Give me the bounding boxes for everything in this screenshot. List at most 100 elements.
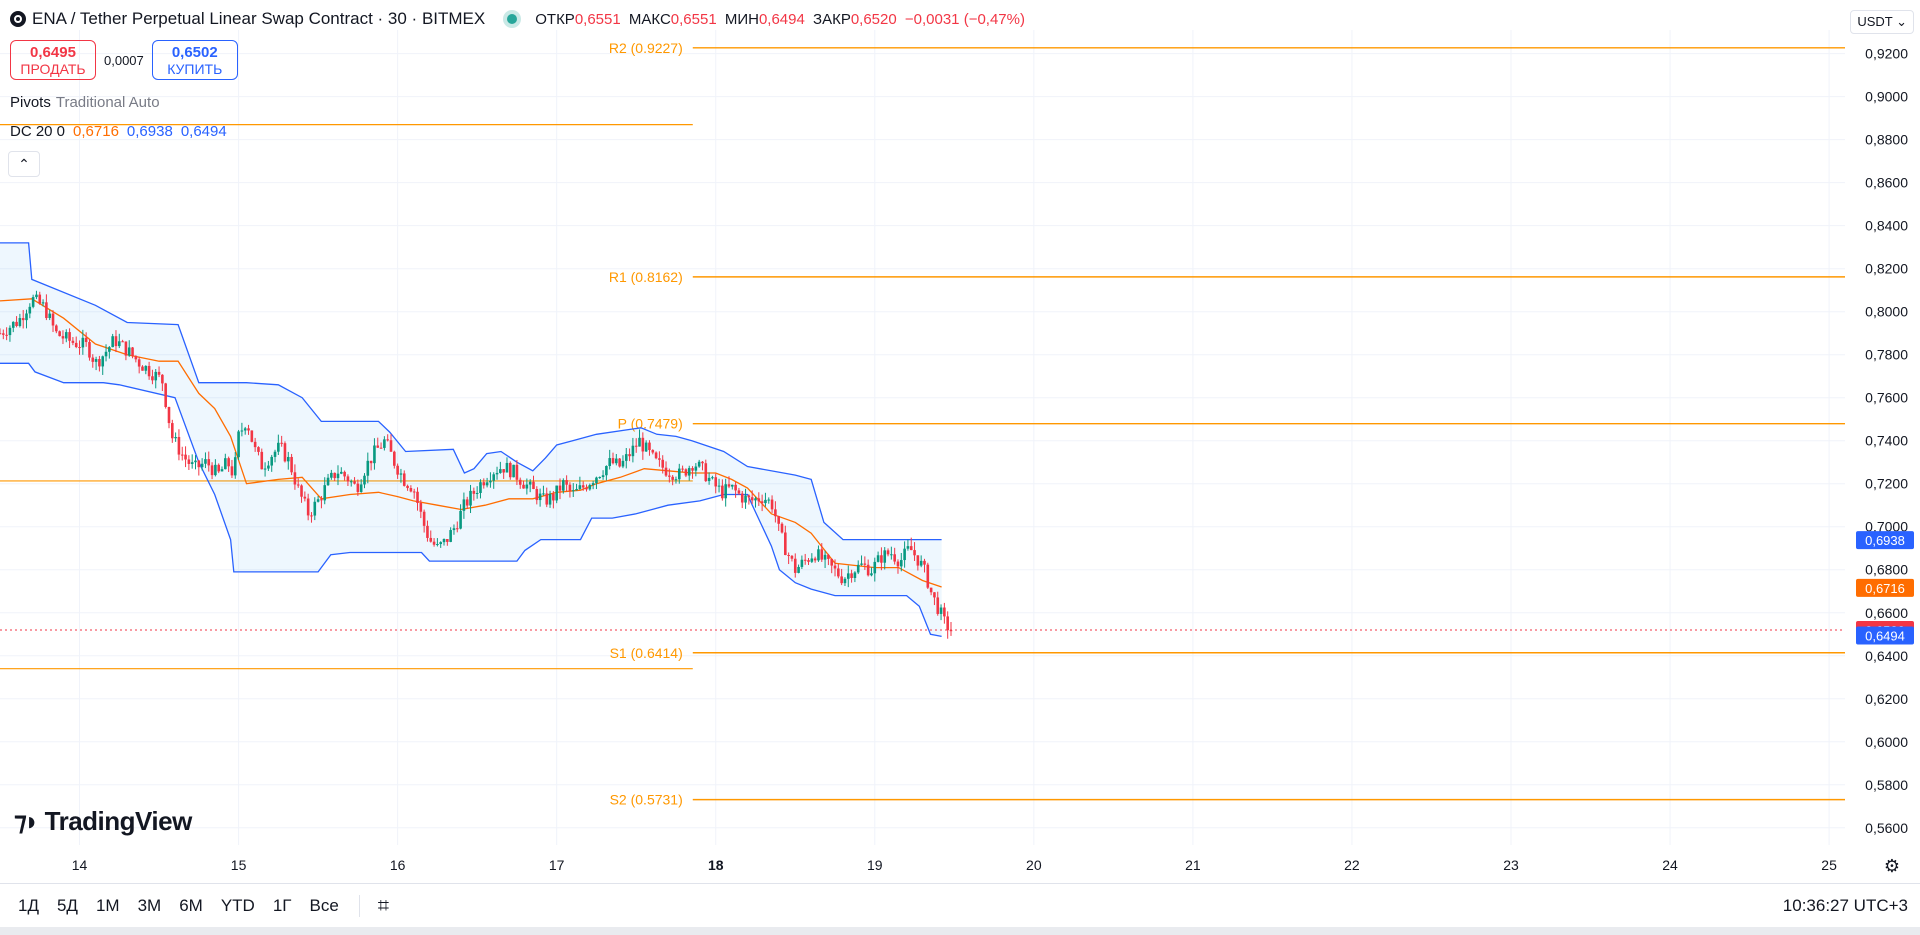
- pivots-legend[interactable]: Pivots Traditional Auto: [10, 94, 160, 111]
- candle-body: [810, 558, 814, 562]
- candle-body: [233, 457, 237, 476]
- candle-body: [943, 607, 946, 617]
- candle-body: [174, 436, 177, 439]
- candle-body: [800, 559, 804, 567]
- period-1y[interactable]: 1Г: [272, 896, 292, 915]
- clock[interactable]: 10:36:27 UTC+3: [1782, 896, 1908, 915]
- candle-body: [167, 406, 171, 424]
- candle-body: [257, 447, 260, 452]
- chart-settings-icon[interactable]: ⚙: [1883, 856, 1900, 876]
- buy-button[interactable]: 0,6502 КУПИТЬ: [151, 40, 238, 80]
- time-tick-label: 19: [867, 857, 883, 873]
- candle-body: [409, 488, 413, 492]
- candle-body: [187, 459, 191, 464]
- candle-body: [260, 451, 264, 470]
- candle-body: [687, 468, 691, 476]
- candle-body: [469, 490, 472, 506]
- candle-body: [399, 473, 403, 475]
- period-1m[interactable]: 1М: [95, 896, 120, 915]
- candle-body: [899, 560, 903, 567]
- candle-body: [472, 490, 476, 494]
- candle-body: [933, 592, 936, 598]
- candle-body: [134, 355, 138, 360]
- candle-body: [870, 573, 873, 576]
- market-status-icon[interactable]: [507, 14, 518, 24]
- candle-body: [369, 460, 373, 464]
- candle-body: [707, 477, 711, 482]
- candle-body: [820, 549, 824, 560]
- sell-button[interactable]: 0,6495 ПРОДАТЬ: [10, 40, 96, 80]
- candle-body: [578, 485, 582, 489]
- price-axis-bg: [1845, 0, 1920, 883]
- candle-body: [797, 566, 800, 573]
- candle-body: [601, 475, 605, 478]
- pivots-name: Pivots: [10, 94, 51, 111]
- tradingview-logo[interactable]: ⁊◗ TradingView: [14, 806, 192, 836]
- candle-body: [684, 469, 688, 476]
- time-tick-label: 25: [1821, 857, 1837, 873]
- period-6m[interactable]: 6М: [179, 896, 203, 915]
- chevron-down-icon: ⌄: [1896, 14, 1907, 29]
- candle-body: [147, 365, 151, 377]
- candle-body: [621, 460, 625, 467]
- time-tick-label: 15: [231, 857, 247, 873]
- price-tick-label: 0,6800: [1865, 562, 1908, 578]
- candle-body: [333, 472, 336, 479]
- candle-body: [320, 499, 323, 501]
- currency-select[interactable]: USDT ⌄: [1850, 10, 1914, 34]
- period-3m[interactable]: 3М: [137, 896, 162, 915]
- symbol-legend[interactable]: ENA / Tether Perpetual Linear Swap Contr…: [10, 9, 1029, 29]
- period-ytd[interactable]: YTD: [220, 896, 255, 915]
- candle-body: [61, 336, 65, 339]
- candle-body: [45, 302, 48, 319]
- candle-body: [846, 573, 850, 579]
- candle-body: [0, 333, 2, 335]
- period-1d[interactable]: 1Д: [18, 896, 39, 915]
- candle-body: [227, 458, 230, 467]
- candle-body: [740, 493, 744, 503]
- price-tick-label: 0,7600: [1865, 390, 1908, 406]
- bottom-strip: [0, 927, 1920, 935]
- candle-body: [631, 445, 635, 457]
- candle-body: [200, 463, 204, 468]
- candle-body: [330, 472, 333, 478]
- price-label-bg: [1856, 578, 1914, 597]
- symbol-title[interactable]: ENA / Tether Perpetual Linear Swap Contr…: [32, 9, 486, 28]
- candle-body: [273, 451, 277, 457]
- candle-body: [651, 450, 655, 453]
- candle-body: [296, 484, 300, 486]
- candle-body: [681, 468, 684, 470]
- candle-body: [21, 318, 25, 321]
- collapse-legend-button[interactable]: ⌃: [8, 151, 40, 177]
- candle-body: [376, 445, 380, 448]
- candle-body: [525, 484, 529, 489]
- price-tick-label: 0,9200: [1865, 46, 1908, 62]
- candle-body: [412, 491, 416, 493]
- candle-body: [787, 555, 790, 557]
- candle-body: [157, 371, 161, 375]
- bitmex-logo-icon: [10, 11, 26, 27]
- candle-body: [243, 428, 247, 431]
- pivot-label-r1: R1 (0.8162): [609, 269, 683, 285]
- candle-body: [508, 462, 512, 478]
- candle-body: [618, 458, 621, 467]
- candle-body: [124, 341, 128, 356]
- candle-body: [807, 560, 810, 562]
- candle-body: [240, 430, 244, 432]
- candle-body: [803, 559, 807, 561]
- date-range-icon[interactable]: ⌗: [377, 894, 390, 917]
- candle-body: [220, 469, 224, 472]
- donchian-legend[interactable]: DC 20 0 0,6716 0,6938 0,6494: [10, 123, 235, 140]
- candle-body: [177, 436, 181, 455]
- period-5d[interactable]: 5Д: [56, 896, 78, 915]
- pivot-label-p: P (0.7479): [618, 416, 683, 432]
- candle-body: [532, 481, 535, 490]
- price-tick-label: 0,5600: [1865, 820, 1908, 836]
- time-tick-label: 24: [1662, 857, 1678, 873]
- donchian-lower-line: [0, 362, 942, 638]
- candle-body: [283, 443, 287, 462]
- period-all[interactable]: Все: [309, 896, 339, 915]
- candle-body: [724, 484, 727, 499]
- candle-body: [906, 546, 910, 549]
